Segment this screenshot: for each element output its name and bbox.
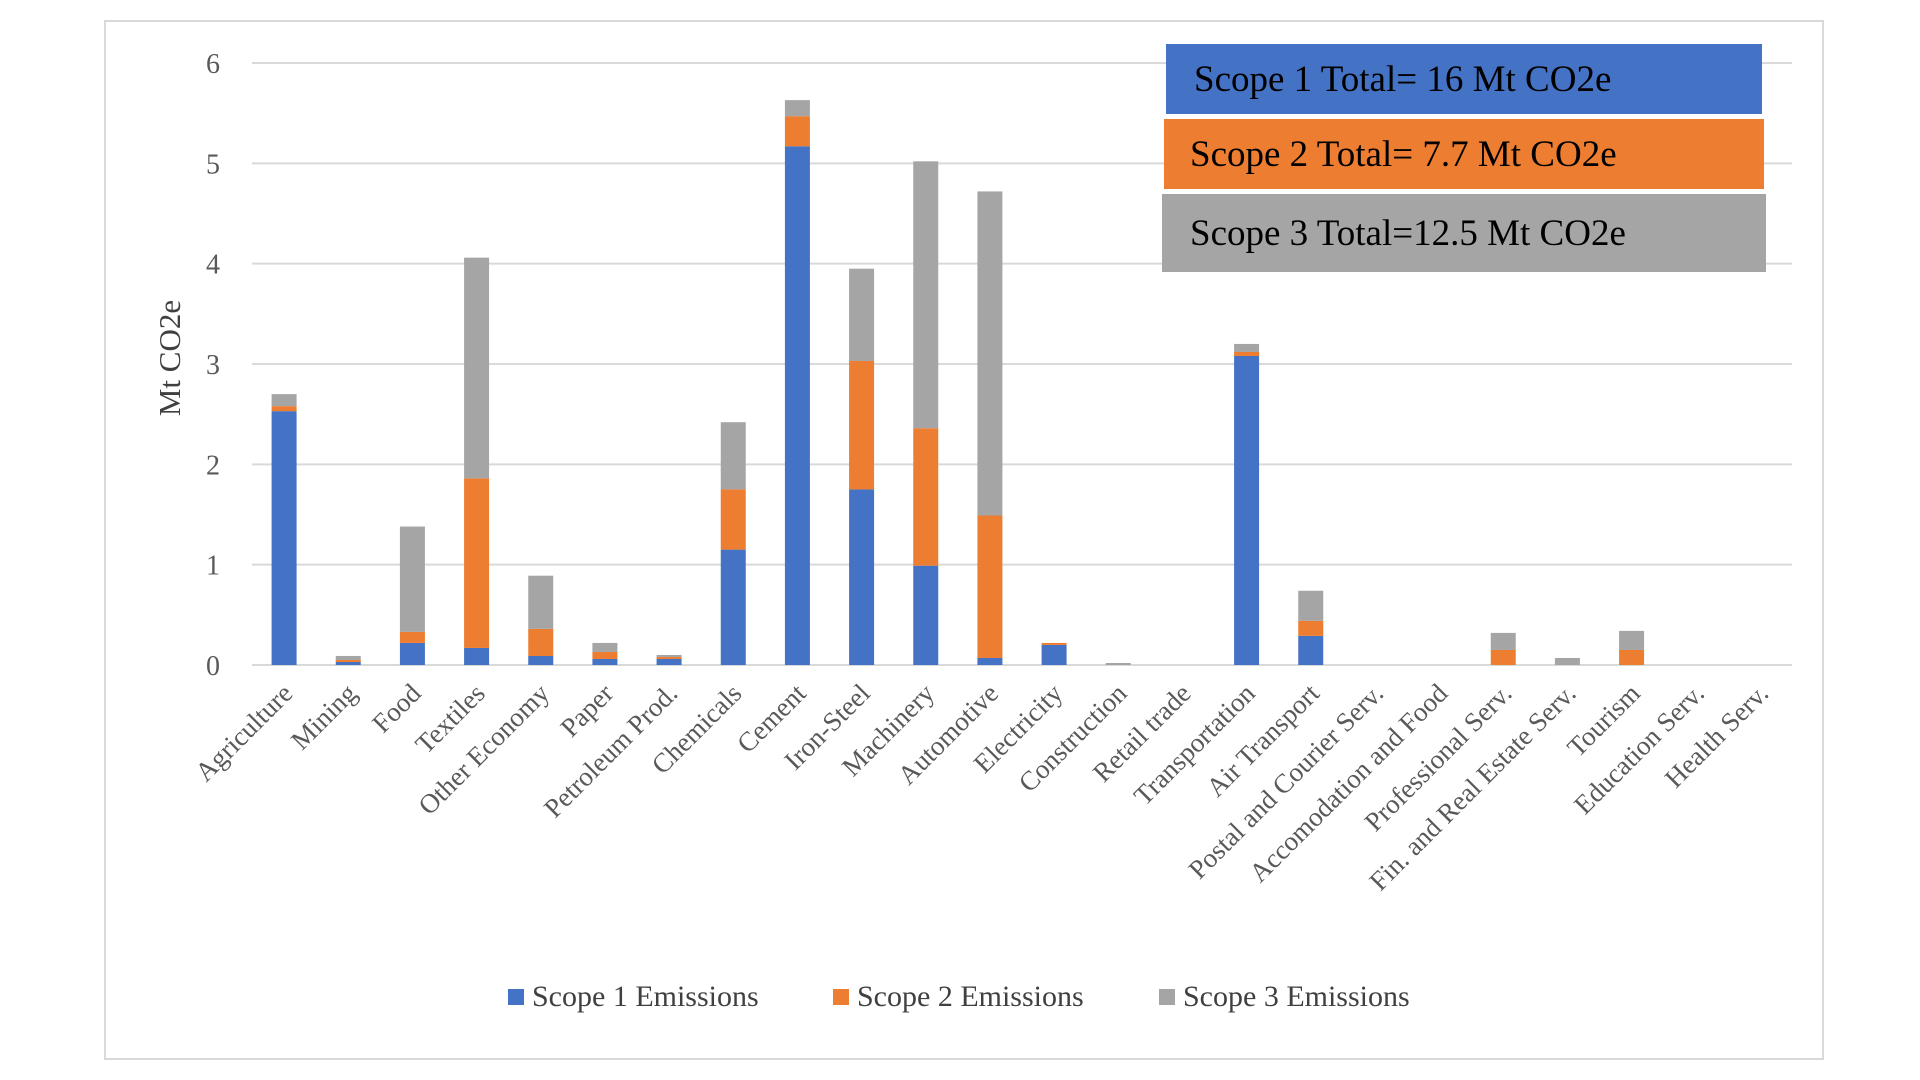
bar-2-4 xyxy=(528,628,554,656)
y-tick-label: 0 xyxy=(206,651,220,682)
x-category-label: Mining xyxy=(285,678,362,755)
bar-3-21 xyxy=(1619,630,1645,650)
bar-1-12 xyxy=(1041,644,1067,665)
bar-3-13 xyxy=(1105,662,1131,665)
bar-3-19 xyxy=(1490,632,1516,650)
gridlines xyxy=(252,62,1792,666)
bar-2-3 xyxy=(464,478,490,648)
bar-1-5 xyxy=(592,658,618,665)
y-tick-label: 3 xyxy=(206,350,220,381)
y-axis-ticks: 0 1 2 3 4 5 6 xyxy=(206,49,220,682)
bar-2-0 xyxy=(271,406,297,412)
bar-3-6 xyxy=(656,654,682,657)
y-tick-label: 2 xyxy=(206,450,220,481)
bar-3-9 xyxy=(849,268,875,361)
legend-swatch xyxy=(833,989,849,1005)
bar-2-16 xyxy=(1298,620,1324,636)
bar-1-0 xyxy=(271,411,297,665)
bar-1-15 xyxy=(1234,355,1260,665)
bar-1-7 xyxy=(720,549,746,665)
y-tick-label: 6 xyxy=(206,49,220,80)
bar-1-2 xyxy=(399,642,425,665)
bars xyxy=(271,100,1645,665)
bar-3-2 xyxy=(399,526,425,632)
chart-frame: 0 1 2 3 4 5 6 Agriculture Mining Food Textiles Oth… xyxy=(104,20,1824,1060)
bar-1-11 xyxy=(977,657,1003,665)
bar-1-3 xyxy=(464,647,490,665)
bar-1-10 xyxy=(913,565,939,665)
bar-3-10 xyxy=(913,161,939,429)
bar-1-16 xyxy=(1298,635,1324,665)
y-tick-label: 5 xyxy=(206,149,220,180)
bar-2-19 xyxy=(1490,649,1516,665)
bar-2-21 xyxy=(1619,649,1645,665)
bar-3-15 xyxy=(1234,343,1260,352)
bar-2-8 xyxy=(784,116,810,147)
y-tick-label: 1 xyxy=(206,551,220,582)
legend-label: Scope 3 Emissions xyxy=(1183,980,1410,1013)
y-tick-label: 4 xyxy=(206,250,220,281)
legend: Scope 1 Emissions Scope 2 Emissions Scope … xyxy=(508,980,1410,1013)
bar-1-4 xyxy=(528,655,554,665)
bar-2-10 xyxy=(913,428,939,566)
bar-2-15 xyxy=(1234,351,1260,356)
bar-2-11 xyxy=(977,515,1003,658)
legend-label: Scope 1 Emissions xyxy=(532,980,759,1013)
x-category-label: Agriculture xyxy=(189,678,298,787)
bar-2-6 xyxy=(656,656,682,659)
bar-3-0 xyxy=(271,394,297,407)
bar-3-1 xyxy=(335,655,361,660)
bar-3-3 xyxy=(464,257,490,479)
scope-1-total-annotation: Scope 1 Total= 16 Mt CO2e xyxy=(1166,44,1762,114)
bar-3-16 xyxy=(1298,590,1324,621)
bar-2-1 xyxy=(335,659,361,662)
bar-3-8 xyxy=(784,100,810,117)
bar-1-1 xyxy=(335,661,361,665)
legend-label: Scope 2 Emissions xyxy=(857,980,1084,1013)
bar-3-4 xyxy=(528,575,554,629)
scope-3-total-annotation: Scope 3 Total=12.5 Mt CO2e xyxy=(1162,194,1766,272)
legend-swatch xyxy=(508,989,524,1005)
y-axis-title: Mt CO2e xyxy=(152,300,187,416)
bar-2-5 xyxy=(592,651,618,659)
bar-3-11 xyxy=(977,191,1003,516)
bar-1-9 xyxy=(849,489,875,665)
bar-2-12 xyxy=(1041,642,1067,645)
legend-swatch xyxy=(1159,989,1175,1005)
bar-3-20 xyxy=(1554,657,1580,665)
bar-2-9 xyxy=(849,360,875,490)
bar-2-2 xyxy=(399,631,425,643)
bar-1-8 xyxy=(784,146,810,665)
scope-2-total-annotation: Scope 2 Total= 7.7 Mt CO2e xyxy=(1164,119,1764,189)
bar-3-7 xyxy=(720,422,746,490)
bar-3-5 xyxy=(592,642,618,652)
bar-2-7 xyxy=(720,489,746,550)
bar-1-6 xyxy=(656,658,682,665)
